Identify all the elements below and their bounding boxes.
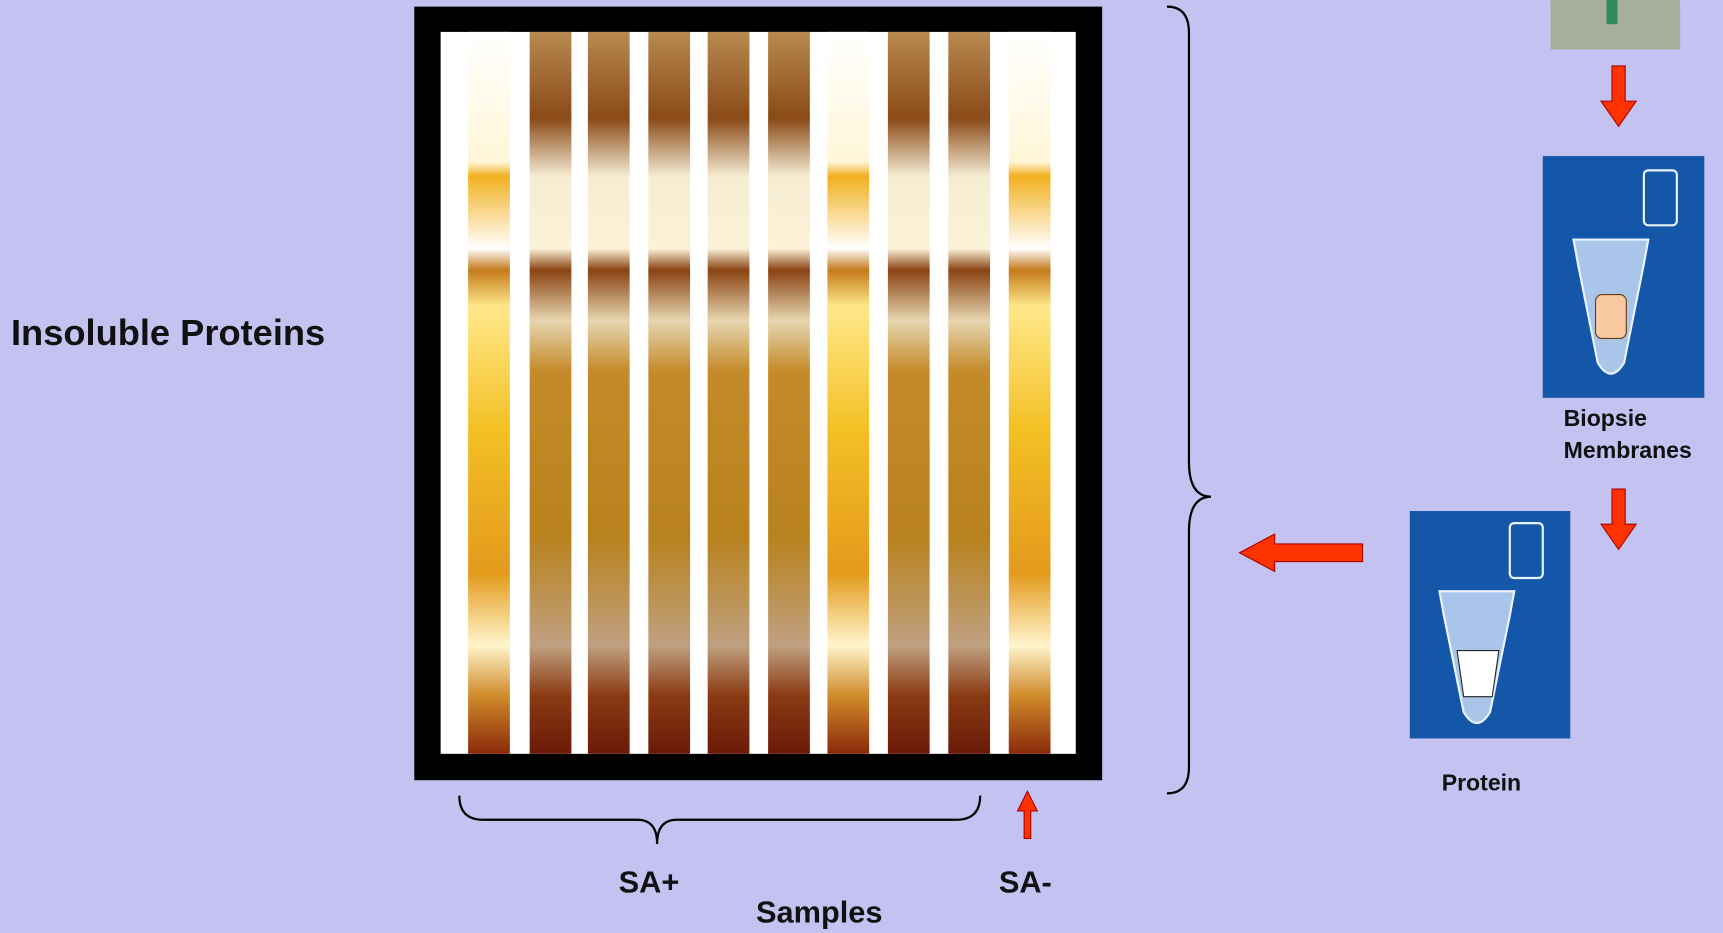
arrow-down xyxy=(1599,488,1638,551)
step-label: Protein xyxy=(1442,770,1521,796)
axis-label: Samples xyxy=(756,894,882,929)
group-label: SA+ xyxy=(619,865,680,900)
gel-lanes xyxy=(468,31,1051,754)
arrow-up xyxy=(1016,789,1039,840)
left-label: Insoluble Proteins xyxy=(11,312,325,353)
lane xyxy=(529,31,572,754)
arrow-left xyxy=(1238,533,1364,573)
lane xyxy=(887,31,930,754)
protein-sample xyxy=(1456,650,1500,698)
bottom-brace xyxy=(458,795,982,844)
lane xyxy=(1008,31,1051,754)
step-label: Biopsie xyxy=(1564,405,1647,431)
right-brace xyxy=(1166,5,1212,795)
lane xyxy=(827,31,870,754)
lane xyxy=(648,31,691,754)
lane xyxy=(707,31,750,754)
sample-photo-detail xyxy=(1606,0,1618,25)
lane xyxy=(587,31,630,754)
group-label: SA- xyxy=(999,865,1052,900)
lane xyxy=(768,31,810,754)
membrane-sample xyxy=(1594,293,1627,340)
lane xyxy=(948,31,991,754)
tube-cap xyxy=(1642,169,1678,227)
lane xyxy=(468,31,510,754)
step-label: Membranes xyxy=(1564,437,1692,463)
tube-cap xyxy=(1508,521,1544,580)
arrow-down xyxy=(1599,65,1638,128)
